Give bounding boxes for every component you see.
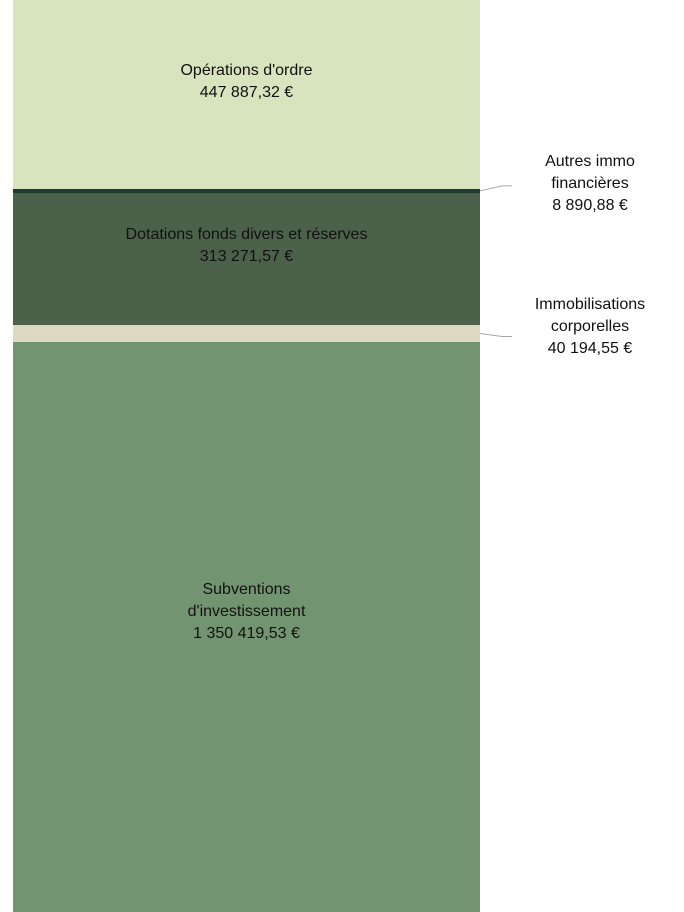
bar-segment [13,0,480,190]
bar-segment [13,341,480,912]
category-label: Immobilisations corporelles [534,295,646,335]
value-label: 447 887,32 € [199,83,294,101]
category-label: Subventions d'investissement [187,580,306,620]
bar-segment [13,192,480,326]
leader-line [479,333,512,338]
bar-segment [13,189,480,193]
segment-label: Subventions d'investissement 1 350 419,53… [13,579,480,645]
category-label: Opérations d'ordre [180,61,313,79]
bar-segment [13,325,480,342]
segment-label: Immobilisations corporelles 40 194,55 € [500,294,680,360]
value-label: 8 890,88 € [552,196,628,214]
segment-label: Dotations fonds divers et réserves 313 27… [13,224,480,268]
value-label: 1 350 419,53 € [193,624,300,642]
segment-label: Opérations d'ordre 447 887,32 € [13,60,480,104]
leader-line [479,185,512,192]
category-label: Dotations fonds divers et réserves [125,225,368,243]
value-label: 313 271,57 € [199,247,294,265]
segment-label: Autres immo financières 8 890,88 € [500,151,680,217]
category-label: Autres immo financières [545,152,635,192]
value-label: 40 194,55 € [547,339,633,357]
